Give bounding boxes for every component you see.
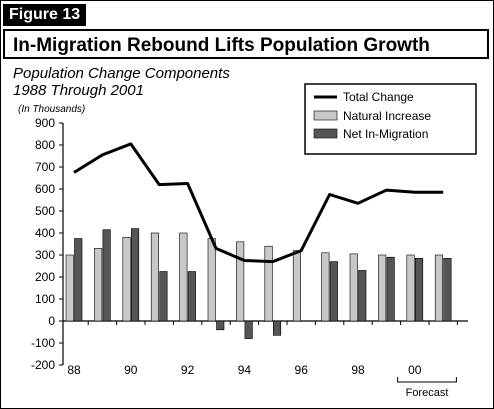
bar-natural-increase xyxy=(349,253,358,322)
forecast-bracket: Forecast xyxy=(397,377,457,399)
bar-natural-increase xyxy=(406,254,415,322)
bar-natural-increase xyxy=(434,254,444,322)
bar-net-in-migration xyxy=(74,238,83,322)
tick-labels-layer: -200 -100 0 100 200 300 400 500 600 700 800 900 88 90… xyxy=(31,116,422,377)
bar-natural-increase xyxy=(292,250,302,322)
x-tick-label: 94 xyxy=(238,363,252,377)
bar-natural-increase xyxy=(378,254,387,322)
y-tick-label: 700 xyxy=(35,160,55,174)
bar-net-in-migration xyxy=(131,228,140,322)
x-tick-label: 92 xyxy=(181,363,195,377)
x-tick-label: 90 xyxy=(124,363,138,377)
y-tick-label: 800 xyxy=(35,138,55,152)
y-tick-label: 600 xyxy=(35,182,55,196)
legend-entry-label: Net In-Migration xyxy=(343,127,428,141)
bars-layer xyxy=(65,228,452,339)
legend: Total Change Natural Increase Net In-Migra… xyxy=(304,83,477,155)
bar-natural-increase xyxy=(65,254,74,322)
y-tick-label: 300 xyxy=(35,248,55,262)
figure-title: In-Migration Rebound Lifts Population Gr… xyxy=(13,35,430,56)
chart-subtitle: Population Change Components 1988 Throug… xyxy=(13,65,230,99)
subtitle-line-1: Population Change Components xyxy=(13,65,230,82)
bar-net-in-migration xyxy=(414,257,424,322)
bar-net-in-migration xyxy=(443,257,452,322)
line-total-change xyxy=(73,142,444,264)
bar-net-in-migration xyxy=(358,270,367,322)
forecast-label: Forecast xyxy=(406,387,449,399)
x-tick-label: 96 xyxy=(295,363,309,377)
y-tick-label: 500 xyxy=(35,204,55,218)
bar-net-in-migration xyxy=(272,320,282,336)
bar-net-in-migration xyxy=(244,320,253,339)
y-tick-label: -100 xyxy=(31,336,55,350)
bar-natural-increase xyxy=(122,237,131,322)
bar-natural-increase xyxy=(94,248,103,322)
bar-net-in-migration xyxy=(386,256,395,322)
forecast-bracket-line xyxy=(397,377,457,383)
bar-natural-increase xyxy=(207,238,216,322)
legend-swatch-natural-increase xyxy=(313,110,338,121)
axes-layer xyxy=(59,122,468,366)
y-tick-label: 100 xyxy=(35,292,55,306)
bar-natural-increase xyxy=(264,245,273,322)
bar-net-in-migration xyxy=(159,271,168,322)
y-tick-label: 900 xyxy=(35,116,55,130)
bar-net-in-migration xyxy=(187,271,196,322)
bar-natural-increase xyxy=(179,232,188,322)
line-layer xyxy=(73,142,444,264)
y-tick-label: 0 xyxy=(48,314,55,328)
subtitle-line-2: 1988 Through 2001 xyxy=(13,82,144,99)
x-tick-label: 98 xyxy=(351,363,365,377)
bar-natural-increase xyxy=(150,232,159,322)
y-tick-label: -200 xyxy=(31,358,55,372)
x-tick-label: 00 xyxy=(408,363,422,377)
bar-natural-increase xyxy=(321,252,330,322)
title-bar: In-Migration Rebound Lifts Population Gr… xyxy=(3,29,489,59)
legend-entry-label: Total Change xyxy=(343,90,414,104)
figure-label: Figure 13 xyxy=(3,4,87,26)
bar-net-in-migration xyxy=(329,261,338,322)
bar-natural-increase xyxy=(236,241,245,322)
legend-entry-label: Natural Increase xyxy=(343,109,431,123)
x-tick-label: 88 xyxy=(67,363,81,377)
y-tick-label: 200 xyxy=(35,270,55,284)
bar-net-in-migration xyxy=(102,229,111,322)
legend-swatch-net-in-migration xyxy=(313,128,338,139)
bar-net-in-migration xyxy=(216,320,225,331)
unit-label: (In Thousands) xyxy=(18,104,86,115)
y-tick-label: 400 xyxy=(35,226,55,240)
